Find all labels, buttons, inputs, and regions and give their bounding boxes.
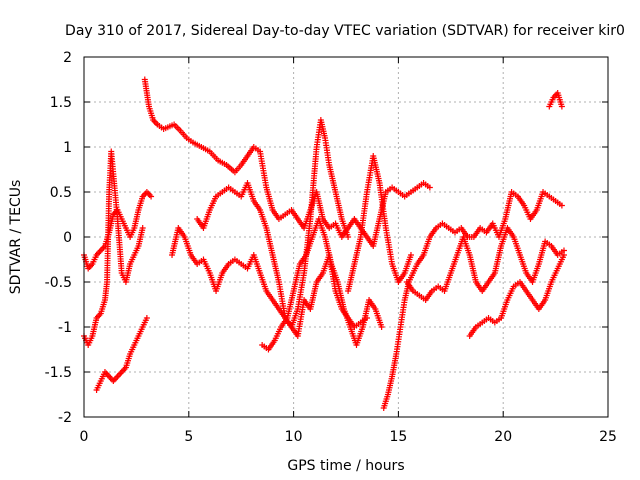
series-trace-f bbox=[194, 117, 352, 330]
series-trace-c bbox=[81, 148, 146, 348]
x-tick-label: 10 bbox=[285, 429, 303, 445]
chart-title: Day 310 of 2017, Sidereal Day-to-day VTE… bbox=[65, 23, 625, 39]
x-axis-title: GPS time / hours bbox=[287, 458, 404, 474]
data-point bbox=[407, 252, 414, 258]
data-point bbox=[560, 252, 567, 258]
y-tick-label: -2 bbox=[58, 410, 72, 426]
y-tick-label: 0.5 bbox=[50, 185, 72, 201]
data-point bbox=[378, 324, 385, 330]
series-trace-k bbox=[466, 252, 567, 339]
y-tick-label: 1.5 bbox=[50, 95, 72, 111]
y-tick-label: -0.5 bbox=[45, 275, 72, 291]
y-tick-label: -1.5 bbox=[45, 365, 72, 381]
x-tick-label: 5 bbox=[184, 429, 193, 445]
x-tick-label: 25 bbox=[599, 429, 617, 445]
data-point bbox=[143, 315, 150, 321]
data-point bbox=[139, 225, 146, 231]
y-tick-label: 2 bbox=[63, 50, 72, 66]
series-trace-l bbox=[546, 90, 565, 110]
series-trace-j bbox=[403, 225, 567, 303]
data-point bbox=[558, 202, 565, 209]
y-tick-label: -1 bbox=[58, 320, 72, 336]
y-tick-label: 1 bbox=[63, 140, 72, 156]
series-trace-d bbox=[93, 315, 150, 393]
series-trace-g bbox=[259, 216, 385, 353]
data-point bbox=[148, 193, 155, 200]
y-axis-title: SDTVAR / TECUs bbox=[8, 180, 24, 295]
x-tick-label: 15 bbox=[389, 429, 407, 445]
y-tick-label: 0 bbox=[63, 230, 72, 246]
data-point bbox=[345, 234, 352, 240]
x-tick-label: 0 bbox=[80, 429, 89, 445]
tick-layer: 0 5 10 15 20 25 -2 -1.5 -1 -0.5 0 0.5 1 1.5 2 bbox=[45, 50, 617, 445]
x-tick-label: 20 bbox=[494, 429, 512, 445]
data-layer bbox=[81, 76, 567, 411]
series-trace-h bbox=[345, 153, 414, 294]
series-trace-i bbox=[380, 189, 565, 411]
data-point bbox=[426, 184, 433, 191]
data-point bbox=[558, 103, 565, 110]
